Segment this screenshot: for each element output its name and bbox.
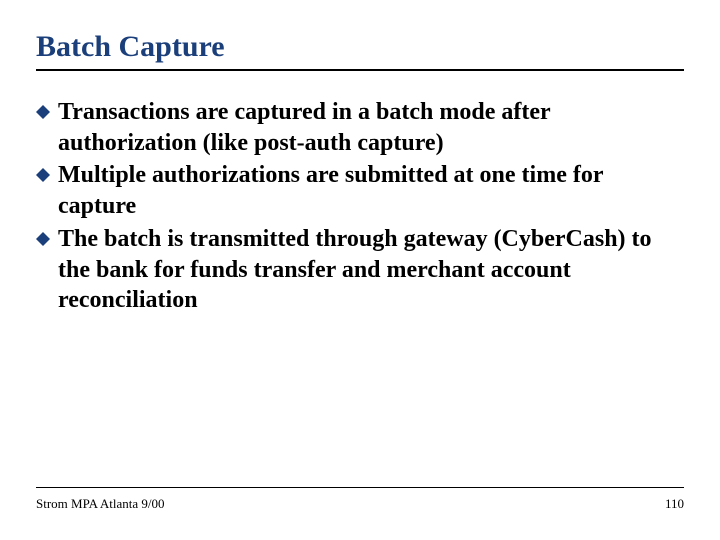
diamond-bullet-icon — [36, 105, 50, 119]
slide-title: Batch Capture — [36, 30, 684, 63]
slide-body: Transactions are captured in a batch mod… — [36, 97, 684, 316]
diamond-bullet-icon — [36, 232, 50, 246]
diamond-bullet-icon — [36, 168, 50, 182]
footer-left: Strom MPA Atlanta 9/00 — [36, 496, 164, 512]
slide: Batch Capture Transactions are captured … — [0, 0, 720, 540]
bullet-text: Transactions are captured in a batch mod… — [58, 97, 684, 158]
bullet-text: The batch is transmitted through gateway… — [58, 224, 684, 316]
title-underline — [36, 69, 684, 71]
list-item: Transactions are captured in a batch mod… — [36, 97, 684, 158]
footer-rule — [36, 487, 684, 488]
list-item: Multiple authorizations are submitted at… — [36, 160, 684, 221]
footer-page-number: 110 — [665, 496, 684, 512]
footer-line: Strom MPA Atlanta 9/00 110 — [36, 496, 684, 512]
bullet-text: Multiple authorizations are submitted at… — [58, 160, 684, 221]
list-item: The batch is transmitted through gateway… — [36, 224, 684, 316]
slide-footer: Strom MPA Atlanta 9/00 110 — [36, 487, 684, 512]
